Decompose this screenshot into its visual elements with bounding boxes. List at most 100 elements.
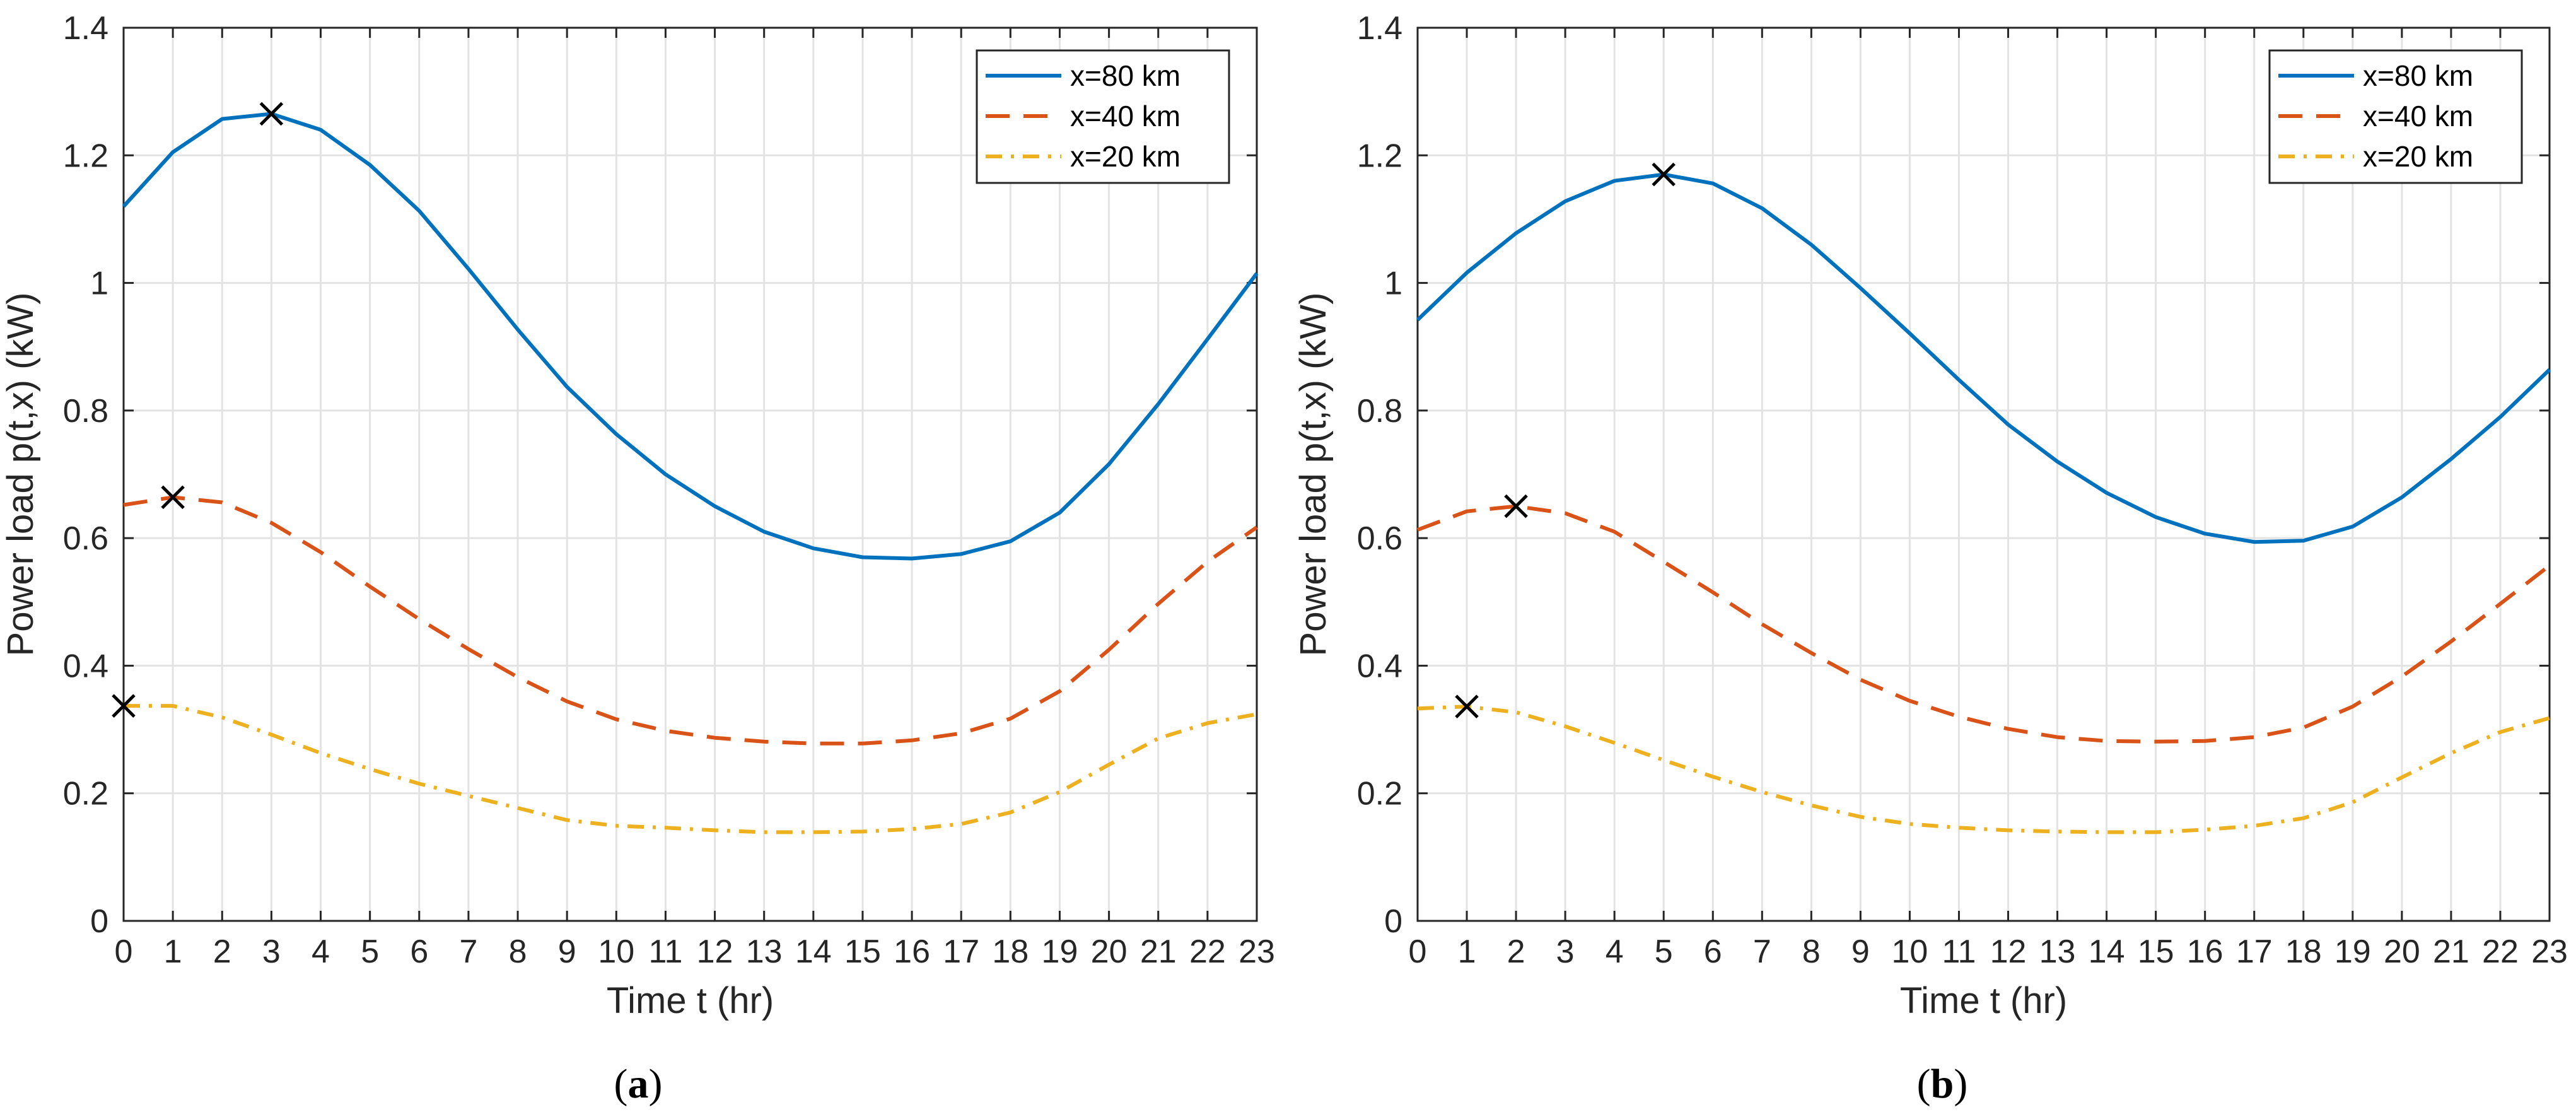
series-line-x-40-km: [123, 495, 1258, 746]
x-tick-label: 20: [2384, 933, 2420, 970]
x-tick-label: 17: [943, 933, 979, 970]
legend-entry-label: x=80 km: [2363, 59, 2473, 92]
peak-marker: [161, 485, 185, 510]
y-tick-label: 0.6: [1357, 520, 1402, 557]
x-tick-label: 18: [2285, 933, 2322, 970]
x-tick-label: 8: [509, 933, 527, 970]
x-tick-label: 20: [1091, 933, 1128, 970]
legend-entry-label: x=20 km: [1070, 140, 1180, 173]
x-axis-label: Time t (hr): [1900, 980, 2067, 1021]
y-tick-label: 1.4: [1357, 10, 1402, 47]
caption-open-paren: (: [1917, 1061, 1931, 1107]
peak-marker: [1652, 162, 1676, 187]
axes-box: [122, 26, 1258, 922]
x-tick-label: 22: [2482, 933, 2519, 970]
x-tick-label: 16: [894, 933, 930, 970]
axes-box: [1416, 26, 2551, 922]
panel-caption: (a): [614, 1061, 663, 1107]
x-tick-label: 2: [213, 933, 231, 970]
x-tick-label: 13: [2039, 933, 2076, 970]
y-tick-label: 1.2: [63, 138, 108, 174]
x-tick-label: 9: [558, 933, 576, 970]
x-tick-label: 9: [1851, 933, 1870, 970]
legend-entry-label: x=80 km: [1070, 59, 1180, 92]
y-tick-label: 0.4: [1357, 648, 1402, 684]
x-tick-label: 11: [1942, 933, 1976, 970]
caption-close-paren: ): [649, 1061, 663, 1107]
x-tick-label: 4: [1606, 933, 1624, 970]
peak-marker: [1504, 494, 1528, 518]
x-tick-label: 18: [992, 933, 1029, 970]
legend-entry-label: x=20 km: [2363, 140, 2473, 173]
x-tick-label: 4: [312, 933, 330, 970]
panel-caption: (b): [1917, 1061, 1968, 1107]
legend-box: [2268, 49, 2523, 184]
series-line-x-80-km: [122, 112, 1259, 561]
caption-close-paren: ): [1954, 1061, 1967, 1107]
x-tick-label: 19: [1042, 933, 1078, 970]
x-tick-label: 10: [598, 933, 634, 970]
y-tick-label: 0: [1384, 903, 1402, 940]
y-tick-label: 0.6: [63, 520, 108, 557]
legend-entry-label: x=40 km: [2363, 100, 2473, 132]
x-tick-label: 17: [2236, 933, 2273, 970]
x-tick-label: 22: [1189, 933, 1226, 970]
y-tick-label: 0: [90, 903, 108, 940]
x-tick-label: 12: [1990, 933, 2027, 970]
x-tick-label: 14: [795, 933, 832, 970]
y-tick-label: 1.4: [63, 10, 108, 47]
y-tick-label: 0.4: [63, 648, 108, 684]
x-tick-label: 15: [844, 933, 881, 970]
x-tick-label: 13: [746, 933, 783, 970]
x-tick-label: 6: [1704, 933, 1722, 970]
peak-marker: [112, 694, 136, 718]
peak-marker: [259, 102, 284, 126]
x-tick-label: 1: [164, 933, 182, 970]
x-tick-label: 14: [2089, 933, 2125, 970]
series-line-x-80-km: [1416, 172, 2551, 544]
x-tick-label: 21: [1140, 933, 1177, 970]
y-tick-label: 1.2: [1357, 138, 1402, 174]
y-tick-label: 0.2: [1357, 776, 1402, 812]
legend: x=80 km x=40 km x=20 km: [2268, 49, 2523, 184]
x-tick-label: 19: [2334, 933, 2371, 970]
x-tick-label: 0: [1409, 933, 1427, 970]
x-tick-label: 8: [1802, 933, 1821, 970]
y-tick-label: 1: [1384, 266, 1402, 302]
legend-entry-label: x=40 km: [1070, 100, 1180, 132]
series-line-x-40-km: [1416, 504, 2551, 744]
legend-box: [976, 49, 1230, 184]
x-tick-label: 15: [2138, 933, 2174, 970]
y-tick-label: 0.8: [1357, 393, 1402, 430]
x-tick-label: 3: [262, 933, 281, 970]
series-line-x-20-km: [1417, 705, 2550, 834]
x-tick-label: 10: [1892, 933, 1928, 970]
x-axis-label: Time t (hr): [607, 980, 774, 1021]
caption-letter: b: [1931, 1061, 1954, 1107]
y-axis-label: Power load p(t,x) (kW): [1293, 293, 1334, 657]
x-tick-label: 12: [697, 933, 733, 970]
x-tick-label: 11: [648, 933, 682, 970]
x-tick-label: 2: [1507, 933, 1525, 970]
x-tick-label: 21: [2433, 933, 2469, 970]
legend: x=80 km x=40 km x=20 km: [976, 49, 1230, 184]
y-tick-label: 0.2: [63, 776, 108, 812]
x-tick-label: 23: [1238, 933, 1275, 970]
series-line-x-20-km: [124, 704, 1257, 834]
caption-letter: a: [628, 1061, 649, 1107]
y-axis-label: Power load p(t,x) (kW): [0, 293, 41, 657]
x-tick-label: 7: [1753, 933, 1771, 970]
y-tick-label: 1: [90, 266, 108, 302]
x-tick-label: 5: [1655, 933, 1673, 970]
x-tick-label: 1: [1458, 933, 1476, 970]
x-tick-label: 6: [410, 933, 428, 970]
y-tick-label: 0.8: [63, 393, 108, 430]
x-tick-label: 0: [115, 933, 133, 970]
x-tick-label: 7: [459, 933, 477, 970]
x-tick-label: 23: [2531, 933, 2568, 970]
x-tick-label: 16: [2187, 933, 2223, 970]
panel-a: 0 1 2 3 4 5 6 7 8 9 10 11 12 13 14 15 16 17 18 19 20 21 22 2300…: [0, 10, 1275, 1107]
x-tick-label: 5: [361, 933, 379, 970]
panel-b: 0 1 2 3 4 5 6 7 8 9 10 11 12 13 14 15 16 17 18 19 20 21 22 2300…: [1293, 10, 2568, 1107]
